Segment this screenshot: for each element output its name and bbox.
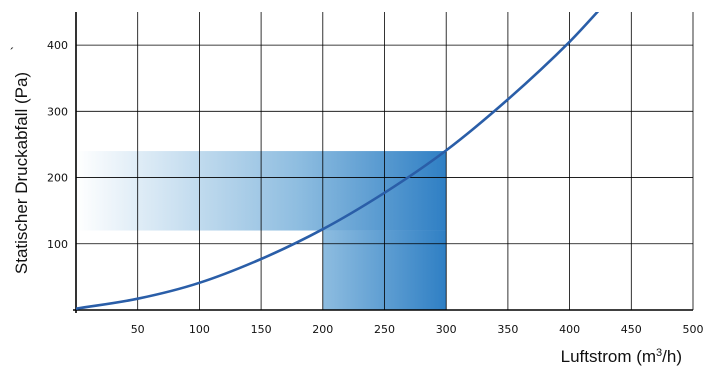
x-axis-title-end: /h) [662, 347, 682, 366]
x-tick-label: 150 [251, 323, 272, 336]
y-tick-label: 200 [47, 172, 68, 185]
y-tick-label: 300 [47, 105, 68, 118]
x-tick-label: 50 [131, 323, 145, 336]
x-tick-label: 100 [189, 323, 210, 336]
y-axis-title: Statischer Druckabfall (Pa) [12, 72, 31, 274]
x-axis-title-sup: 3 [656, 347, 662, 359]
y-tick-label: 400 [47, 39, 68, 52]
grid [73, 12, 694, 313]
y-tick-labels: 100 200 300 400 [47, 39, 68, 251]
x-tick-label: 300 [436, 323, 457, 336]
y-tick-label: 100 [47, 238, 68, 251]
pressure-curve [76, 12, 600, 310]
x-tick-label: 500 [683, 323, 704, 336]
x-axis-title: Luftstrom (m3/h) [561, 347, 682, 366]
stray-mark: ´ [10, 45, 14, 60]
x-tick-label: 250 [374, 323, 395, 336]
x-tick-label: 200 [312, 323, 333, 336]
x-axis-title-main: Luftstrom (m [561, 347, 656, 366]
x-tick-label: 400 [559, 323, 580, 336]
series-layer [76, 12, 600, 310]
x-tick-labels: 50 100 150 200 250 300 350 400 450 500 [131, 323, 704, 336]
x-tick-label: 450 [621, 323, 642, 336]
x-tick-label: 350 [497, 323, 518, 336]
